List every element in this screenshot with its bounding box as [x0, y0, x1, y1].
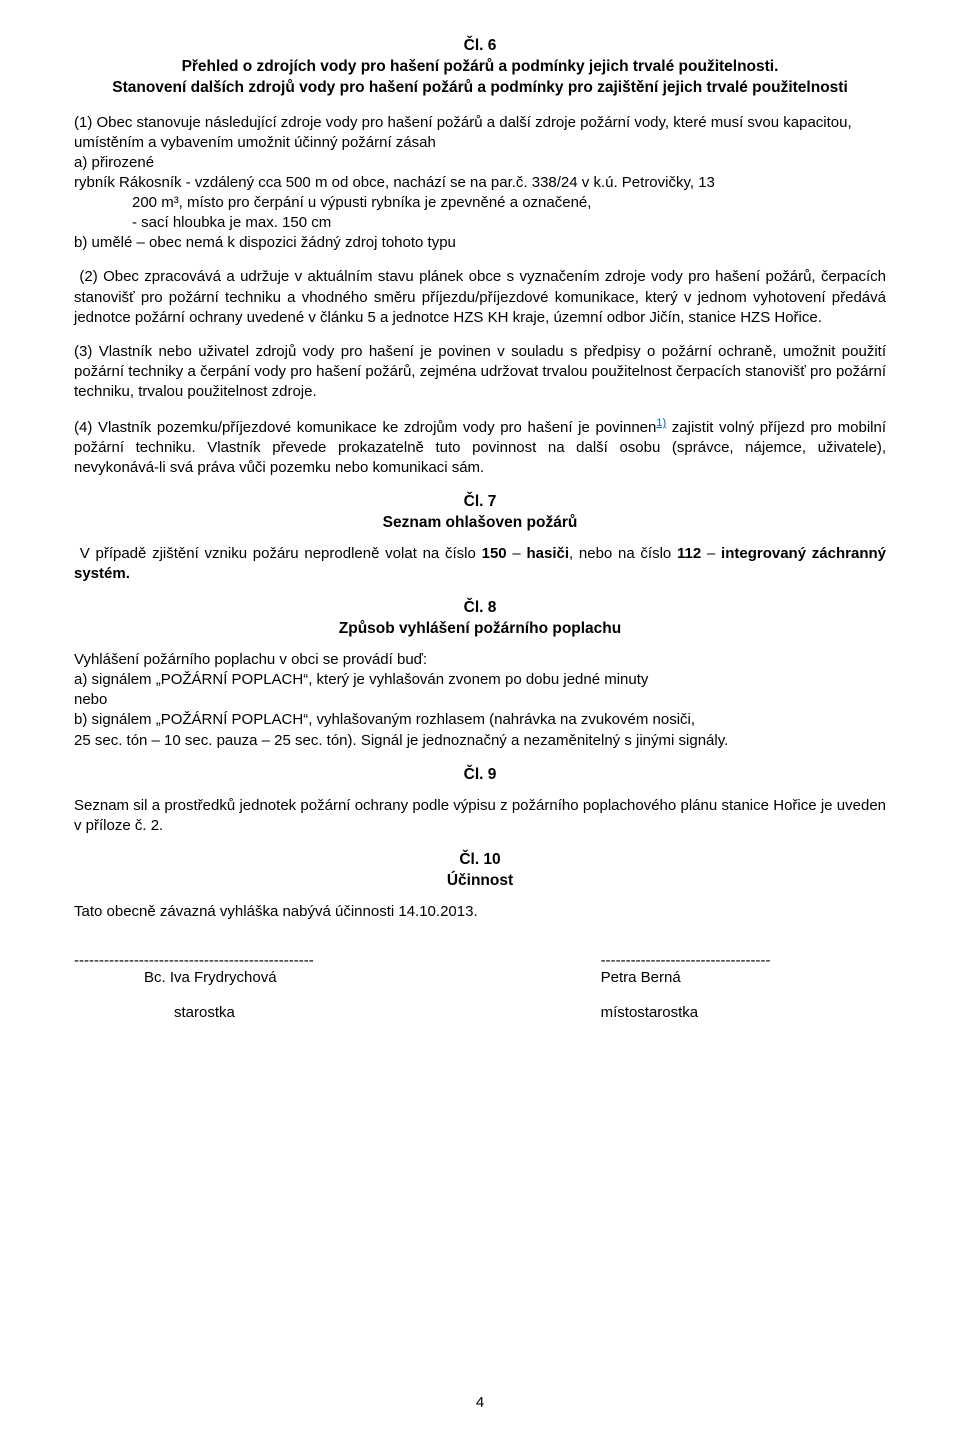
art7-heading: Seznam ohlašoven požárů: [74, 513, 886, 534]
art10-heading: Účinnost: [74, 871, 886, 892]
art6-p4: (4) Vlastník pozemku/příjezdové komunika…: [74, 416, 886, 478]
art10-p1: Tato obecně závazná vyhláška nabývá účin…: [74, 902, 886, 922]
art10-heading-block: Čl. 10 Účinnost: [74, 850, 886, 892]
art6-p1-b: b) umělé – obec nemá k dispozici žádný z…: [74, 233, 886, 253]
art7-p1: V případě zjištění vzniku požáru neprodl…: [74, 544, 886, 584]
art6-heading-block: Čl. 6 Přehled o zdrojích vody pro hašení…: [74, 36, 886, 99]
art7-heading-block: Čl. 7 Seznam ohlašoven požárů: [74, 492, 886, 534]
art8-l5: 25 sec. tón – 10 sec. pauza – 25 sec. tó…: [74, 731, 886, 751]
sig-name-right: Petra Berná: [521, 969, 886, 986]
art8-l2: a) signálem „POŽÁRNÍ POPLACH“, který je …: [74, 670, 886, 690]
art10-number: Čl. 10: [74, 850, 886, 871]
art7-num-112: 112: [677, 545, 701, 562]
art9-p1: Seznam sil a prostředků jednotek požární…: [74, 796, 886, 836]
art6-heading-line1: Přehled o zdrojích vody pro hašení požár…: [74, 57, 886, 78]
art7-p1-c: , nebo na číslo: [569, 545, 677, 562]
art6-number: Čl. 6: [74, 36, 886, 57]
art6-p1-a-line: rybník Rákosník - vzdálený cca 500 m od …: [74, 173, 886, 193]
sig-role-left: starostka: [74, 1004, 439, 1021]
art6-p1-block: (1) Obec stanovuje následující zdroje vo…: [74, 113, 886, 254]
art9-number: Čl. 9: [74, 765, 886, 786]
art7-number: Čl. 7: [74, 492, 886, 513]
art8-heading-block: Čl. 8 Způsob vyhlášení požárního poplach…: [74, 598, 886, 640]
art6-p1-a-head: a) přirozené: [74, 153, 886, 173]
footnote-link-1[interactable]: 1): [656, 417, 666, 429]
art7-p1-b: –: [507, 545, 527, 562]
art8-l4: b) signálem „POŽÁRNÍ POPLACH“, vyhlašova…: [74, 710, 886, 730]
art7-hasici: hasiči: [526, 545, 569, 562]
document-page: Čl. 6 Přehled o zdrojích vody pro hašení…: [0, 0, 960, 1429]
art8-heading: Způsob vyhlášení požárního poplachu: [74, 619, 886, 640]
art8-body: Vyhlášení požárního poplachu v obci se p…: [74, 650, 886, 750]
sig-name-left: Bc. Iva Frydrychová: [74, 969, 439, 986]
art6-p1-a-sub1: 200 m³, místo pro čerpání u výpusti rybn…: [74, 193, 886, 213]
art6-p1-intro: (1) Obec stanovuje následující zdroje vo…: [74, 113, 886, 153]
art8-l3: nebo: [74, 690, 886, 710]
sig-dash-right: ----------------------------------: [521, 952, 886, 969]
signature-block: ----------------------------------------…: [74, 952, 886, 1021]
art7-p1-d: –: [701, 545, 721, 562]
art8-l1: Vyhlášení požárního poplachu v obci se p…: [74, 650, 886, 670]
page-number: 4: [0, 1394, 960, 1411]
art6-heading-line2: Stanovení dalších zdrojů vody pro hašení…: [74, 78, 886, 99]
art6-p1-a-sub2: - sací hloubka je max. 150 cm: [74, 213, 886, 233]
art6-p3: (3) Vlastník nebo uživatel zdrojů vody p…: [74, 342, 886, 402]
sig-role-right: místostarostka: [521, 1004, 886, 1021]
sig-dash-left: ----------------------------------------…: [74, 952, 439, 969]
art7-p1-a: V případě zjištění vzniku požáru neprodl…: [74, 545, 482, 562]
art8-number: Čl. 8: [74, 598, 886, 619]
art6-p4-text-a: (4) Vlastník pozemku/příjezdové komunika…: [74, 419, 656, 436]
art7-num-150: 150: [482, 545, 507, 562]
art6-p2: (2) Obec zpracovává a udržuje v aktuální…: [74, 267, 886, 327]
